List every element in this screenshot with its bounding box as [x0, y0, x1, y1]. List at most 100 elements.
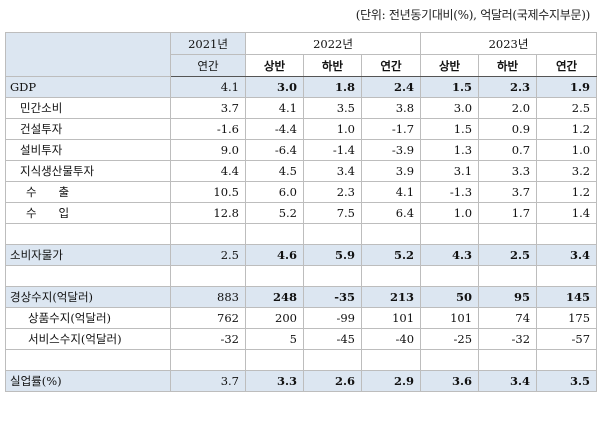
- cell-2023-annual: 1.4: [536, 202, 598, 224]
- row-label: 상품수지(억달러): [5, 307, 171, 329]
- table-row-cpi: 소비자물가 2.5 4.6 5.9 5.2 4.3 2.5 3.4: [5, 244, 598, 266]
- cell-2022-annual: -1.7: [360, 118, 422, 140]
- cell-2023-h2: 95: [478, 286, 538, 308]
- row-label: 경상수지(억달러): [5, 286, 171, 308]
- spacer-row: [5, 349, 598, 371]
- table-row: 민간소비 3.7 4.1 3.5 3.8 3.0 2.0 2.5: [5, 97, 598, 119]
- table-row-gdp: GDP 4.1 3.0 1.8 2.4 1.5 2.3 1.9: [5, 76, 598, 98]
- cell-2023-h2: 3.3: [478, 160, 538, 182]
- row-label: 서비스수지(억달러): [5, 328, 171, 350]
- row-label: 설비투자: [5, 139, 171, 161]
- cell-2023-h2: 74: [478, 307, 538, 329]
- cell-2023-h2: 2.3: [478, 76, 538, 98]
- cell-2022-h2: -99: [303, 307, 362, 329]
- cell-2023-annual: 175: [536, 307, 598, 329]
- cell-2022-h2: -45: [303, 328, 362, 350]
- cell-2023-h2: -32: [478, 328, 538, 350]
- cell-2022-h2: 7.5: [303, 202, 362, 224]
- cell-2021: 2.5: [170, 244, 246, 266]
- unit-note: (단위: 전년동기대비(%), 억달러(국제수지부문)): [355, 8, 591, 22]
- table-row: 설비투자 9.0 -6.4 -1.4 -3.9 1.3 0.7 1.0: [5, 139, 598, 161]
- cell-2023-annual: 145: [536, 286, 598, 308]
- cell-2023-annual: 3.2: [536, 160, 598, 182]
- cell-2022-h1: 6.0: [245, 181, 304, 203]
- header-year-2021: 2021년: [170, 32, 246, 55]
- cell-2023-h1: 50: [420, 286, 480, 308]
- cell-2021: 4.1: [170, 76, 246, 98]
- cell-2022-h1: 4.1: [245, 97, 304, 119]
- table-row: 건설투자 -1.6 -4.4 1.0 -1.7 1.5 0.9 1.2: [5, 118, 598, 140]
- cell-2022-h2: 1.8: [303, 76, 362, 98]
- cell-2023-h1: 3.1: [420, 160, 480, 182]
- cell-2022-annual: 3.9: [360, 160, 422, 182]
- row-label: 수 입: [5, 202, 171, 224]
- cell-2023-h1: 1.3: [420, 139, 480, 161]
- cell-2022-h2: 1.0: [303, 118, 362, 140]
- table-row-unemployment: 실업률(%) 3.7 3.3 2.6 2.9 3.6 3.4 3.5: [5, 370, 598, 392]
- table-row-current-account: 경상수지(억달러) 883 248 -35 213 50 95 145: [5, 286, 598, 308]
- cell-2023-h2: 2.0: [478, 97, 538, 119]
- cell-2023-annual: 3.4: [536, 244, 598, 266]
- cell-2022-annual: -3.9: [360, 139, 422, 161]
- cell-2022-annual: 213: [360, 286, 422, 308]
- cell-2023-annual: -57: [536, 328, 598, 350]
- cell-2022-annual: 101: [360, 307, 422, 329]
- cell-2023-h2: 0.9: [478, 118, 538, 140]
- row-label: GDP: [5, 76, 171, 98]
- cell-2022-h1: -4.4: [245, 118, 304, 140]
- cell-2022-h1: 5.2: [245, 202, 304, 224]
- header-year-2022: 2022년: [244, 32, 422, 55]
- cell-2023-annual: 2.5: [536, 97, 598, 119]
- table-row: 서비스수지(억달러) -32 5 -45 -40 -25 -32 -57: [5, 328, 598, 350]
- cell-2022-h1: 4.6: [245, 244, 304, 266]
- header-2021-annual: 연간: [170, 54, 246, 77]
- cell-2022-h2: 5.9: [303, 244, 362, 266]
- cell-2022-h2: -35: [303, 286, 362, 308]
- cell-2023-h2: 3.4: [478, 370, 538, 392]
- spacer-row: [5, 223, 598, 245]
- cell-2021: -32: [170, 328, 246, 350]
- header-corner-cell: [5, 32, 171, 77]
- cell-2021: 10.5: [170, 181, 246, 203]
- cell-2023-annual: 1.2: [536, 181, 598, 203]
- table-row: 수 출 10.5 6.0 2.3 4.1 -1.3 3.7 1.2: [5, 181, 598, 203]
- cell-2021: 3.7: [170, 370, 246, 392]
- cell-2023-h1: 4.3: [420, 244, 480, 266]
- cell-2023-h1: -25: [420, 328, 480, 350]
- economic-outlook-table: 2021년 2022년 2023년 연간 상반 하반 연간 상반 하반 연간 G…: [5, 32, 598, 392]
- cell-2023-annual: 3.5: [536, 370, 598, 392]
- cell-2022-annual: 3.8: [360, 97, 422, 119]
- table-row: 상품수지(억달러) 762 200 -99 101 101 74 175: [5, 307, 598, 329]
- cell-2023-h2: 2.5: [478, 244, 538, 266]
- header-year-2023: 2023년: [420, 32, 598, 55]
- cell-2022-h2: 2.3: [303, 181, 362, 203]
- header-2023-h2: 하반: [478, 54, 538, 77]
- cell-2022-h1: 3.0: [245, 76, 304, 98]
- header-2023-h1: 상반: [420, 54, 480, 77]
- cell-2023-h1: 1.0: [420, 202, 480, 224]
- cell-2022-annual: 6.4: [360, 202, 422, 224]
- cell-2022-annual: 5.2: [360, 244, 422, 266]
- cell-2021: 3.7: [170, 97, 246, 119]
- cell-2022-h1: 248: [245, 286, 304, 308]
- cell-2023-h1: -1.3: [420, 181, 480, 203]
- cell-2023-h1: 1.5: [420, 76, 480, 98]
- cell-2023-annual: 1.9: [536, 76, 598, 98]
- row-label: 민간소비: [5, 97, 171, 119]
- header-2022-h2: 하반: [303, 54, 362, 77]
- table-row: 수 입 12.8 5.2 7.5 6.4 1.0 1.7 1.4: [5, 202, 598, 224]
- cell-2022-h1: 200: [245, 307, 304, 329]
- cell-2023-h1: 101: [420, 307, 480, 329]
- cell-2021: 883: [170, 286, 246, 308]
- row-label: 소비자물가: [5, 244, 171, 266]
- header-row-periods: 연간 상반 하반 연간 상반 하반 연간: [6, 54, 598, 77]
- header-2023-annual: 연간: [536, 54, 598, 77]
- cell-2023-annual: 1.2: [536, 118, 598, 140]
- header-row-years: 2021년 2022년 2023년: [5, 32, 598, 77]
- header-2022-annual: 연간: [360, 54, 422, 77]
- cell-2022-annual: 2.9: [360, 370, 422, 392]
- cell-2022-h1: 3.3: [245, 370, 304, 392]
- cell-2022-annual: -40: [360, 328, 422, 350]
- cell-2023-annual: 1.0: [536, 139, 598, 161]
- cell-2021: 762: [170, 307, 246, 329]
